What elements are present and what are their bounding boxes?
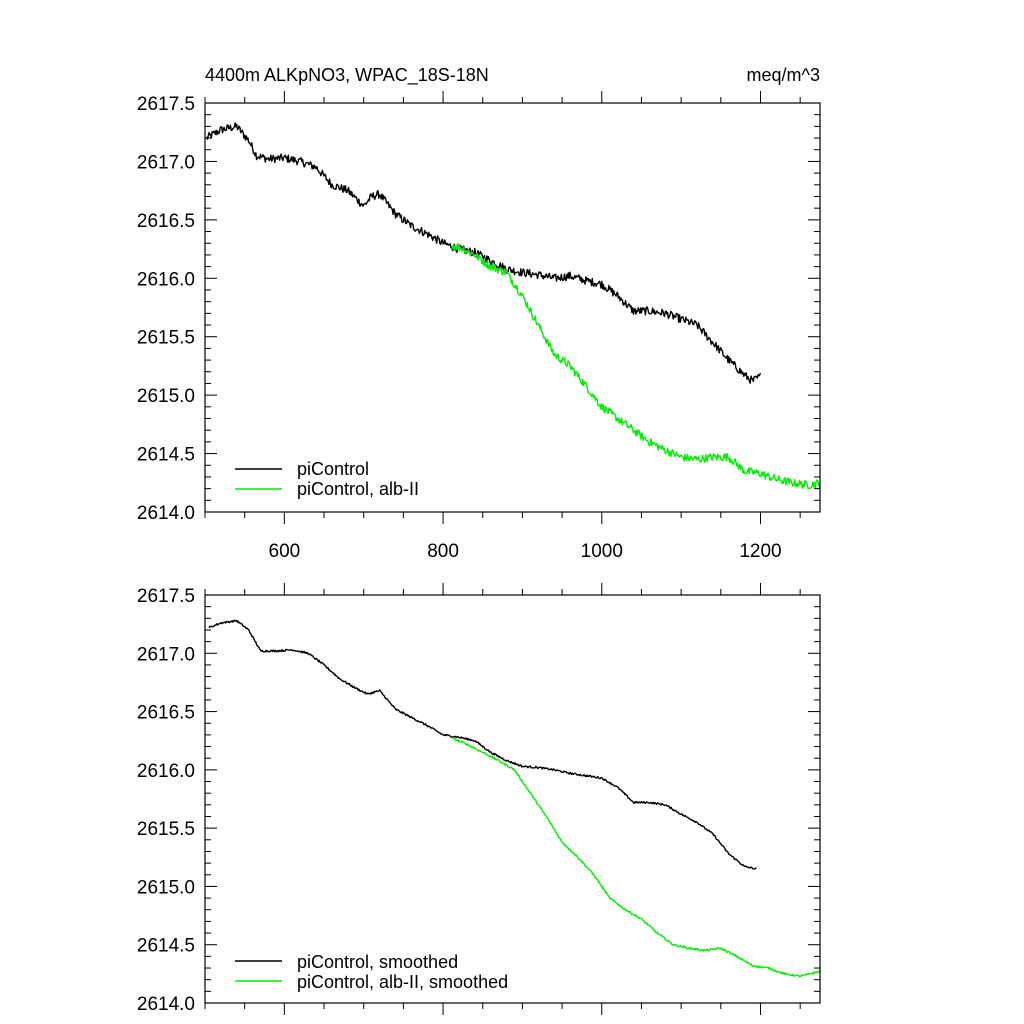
bottom-panel-legend: piControl, smoothed piControl, alb-II, s…: [235, 952, 508, 992]
y-tick-label: 2616.5: [137, 211, 195, 232]
legend-label-alb-ii-smoothed: piControl, alb-II, smoothed: [297, 972, 508, 992]
plot-frame: [204, 102, 821, 513]
series-line-picontrol-alb-ii: [450, 243, 821, 490]
legend-label-picontrol-smoothed: piControl, smoothed: [297, 952, 458, 972]
top-panel-legend: piControl piControl, alb-II: [235, 459, 419, 499]
plot-frame: [204, 594, 821, 1004]
y-tick-label: 2617.5: [137, 586, 195, 607]
top-panel-title: 4400m ALKpNO3, WPAC_18S-18N: [205, 65, 489, 86]
top-panel-marks: [205, 122, 821, 490]
series-line-picontrol-smoothed: [208, 619, 757, 870]
y-tick-label: 2614.0: [137, 503, 195, 524]
legend-label-picontrol: piControl: [297, 459, 369, 479]
y-tick-label: 2617.0: [137, 152, 195, 173]
y-tick-label: 2616.0: [137, 269, 195, 290]
top-panel: 4400m ALKpNO3, WPAC_18S-18N meq/m^3 600 8…: [137, 65, 821, 562]
x-tick-label: 800: [427, 541, 459, 562]
y-tick-label: 2614.5: [137, 936, 195, 957]
y-tick-label: 2615.5: [137, 819, 195, 840]
x-tick-label: 1200: [739, 541, 781, 562]
y-tick-label: 2617.5: [137, 94, 195, 115]
y-tick-label: 2614.5: [137, 445, 195, 466]
bottom-panel-axes: 2614.0 2614.5 2615.0 2615.5 2616.0 2616.5 2617…: [137, 583, 821, 1015]
bottom-panel: 2614.0 2614.5 2615.0 2615.5 2616.0 2616.5 2617…: [137, 583, 821, 1015]
y-tick-label: 2616.0: [137, 761, 195, 782]
y-tick-label: 2616.5: [137, 703, 195, 724]
x-tick-label: 600: [269, 541, 301, 562]
series-line-picontrol-alb-ii-smoothed: [452, 737, 821, 978]
x-tick-label: 1000: [581, 541, 623, 562]
legend-label-alb-ii: piControl, alb-II: [297, 479, 419, 499]
y-tick-label: 2615.0: [137, 877, 195, 898]
y-tick-label: 2615.5: [137, 328, 195, 349]
y-tick-label: 2614.0: [137, 994, 195, 1015]
bottom-panel-marks: [208, 619, 821, 978]
y-tick-label: 2617.0: [137, 644, 195, 665]
y-tick-label: 2615.0: [137, 386, 195, 407]
top-panel-units: meq/m^3: [747, 65, 820, 85]
top-panel-axes: 600 800 1000 1200 2614.0 2614.5 2615.0 2615.5 26…: [137, 91, 821, 562]
